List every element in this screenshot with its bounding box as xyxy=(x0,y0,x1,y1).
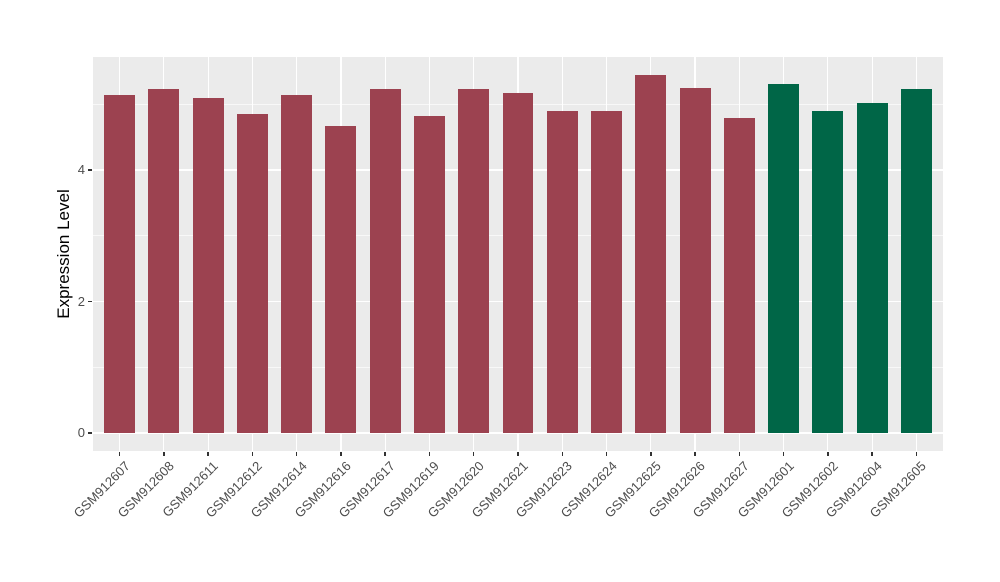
bar-GSM912607 xyxy=(104,95,136,434)
x-tick-GSM912619 xyxy=(428,452,431,456)
x-tick-GSM912620 xyxy=(472,452,475,456)
x-tick-GSM912602 xyxy=(827,452,829,456)
bar-GSM912617 xyxy=(369,89,401,434)
x-tick-GSM912611 xyxy=(207,452,209,456)
x-tick-GSM912605 xyxy=(915,452,918,456)
y-tick-label-2: 2 xyxy=(77,293,85,309)
y-tick-label-4: 4 xyxy=(77,162,85,178)
plot-panel xyxy=(93,57,943,451)
x-tick-GSM912614 xyxy=(295,452,298,456)
x-tick-GSM912627 xyxy=(738,452,741,456)
x-tick-GSM912608 xyxy=(163,452,165,456)
bar-GSM912623 xyxy=(546,110,578,434)
x-tick-GSM912612 xyxy=(251,452,254,456)
bar-GSM912627 xyxy=(723,118,755,434)
x-tick-GSM912625 xyxy=(650,452,652,456)
y-tick-4 xyxy=(88,169,92,171)
bar-GSM912608 xyxy=(148,89,180,434)
x-tick-GSM912621 xyxy=(517,452,519,456)
bar-GSM912626 xyxy=(679,87,711,434)
x-tick-GSM912604 xyxy=(871,452,873,456)
bar-GSM912619 xyxy=(413,116,445,434)
x-tick-GSM912617 xyxy=(384,452,386,456)
x-tick-GSM912623 xyxy=(561,452,564,456)
x-tick-GSM912607 xyxy=(118,452,121,456)
bar-GSM912614 xyxy=(281,95,313,434)
x-tick-GSM912626 xyxy=(694,452,696,456)
bar-GSM912601 xyxy=(768,83,800,434)
bar-GSM912620 xyxy=(458,89,490,434)
bar-GSM912621 xyxy=(502,93,534,434)
bar-GSM912604 xyxy=(856,103,888,434)
bar-GSM912616 xyxy=(325,126,357,434)
y-tick-label-0: 0 xyxy=(77,425,85,441)
x-tick-GSM912624 xyxy=(605,452,608,456)
bar-GSM912611 xyxy=(192,97,224,434)
bar-GSM912605 xyxy=(900,89,932,434)
bar-GSM912624 xyxy=(591,110,623,434)
x-tick-GSM912616 xyxy=(340,452,342,456)
x-tick-GSM912601 xyxy=(782,452,785,456)
bar-GSM912602 xyxy=(812,110,844,434)
bar-GSM912625 xyxy=(635,74,667,434)
y-tick-0 xyxy=(88,432,92,434)
y-tick-2 xyxy=(88,300,92,303)
bar-GSM912612 xyxy=(236,113,268,434)
